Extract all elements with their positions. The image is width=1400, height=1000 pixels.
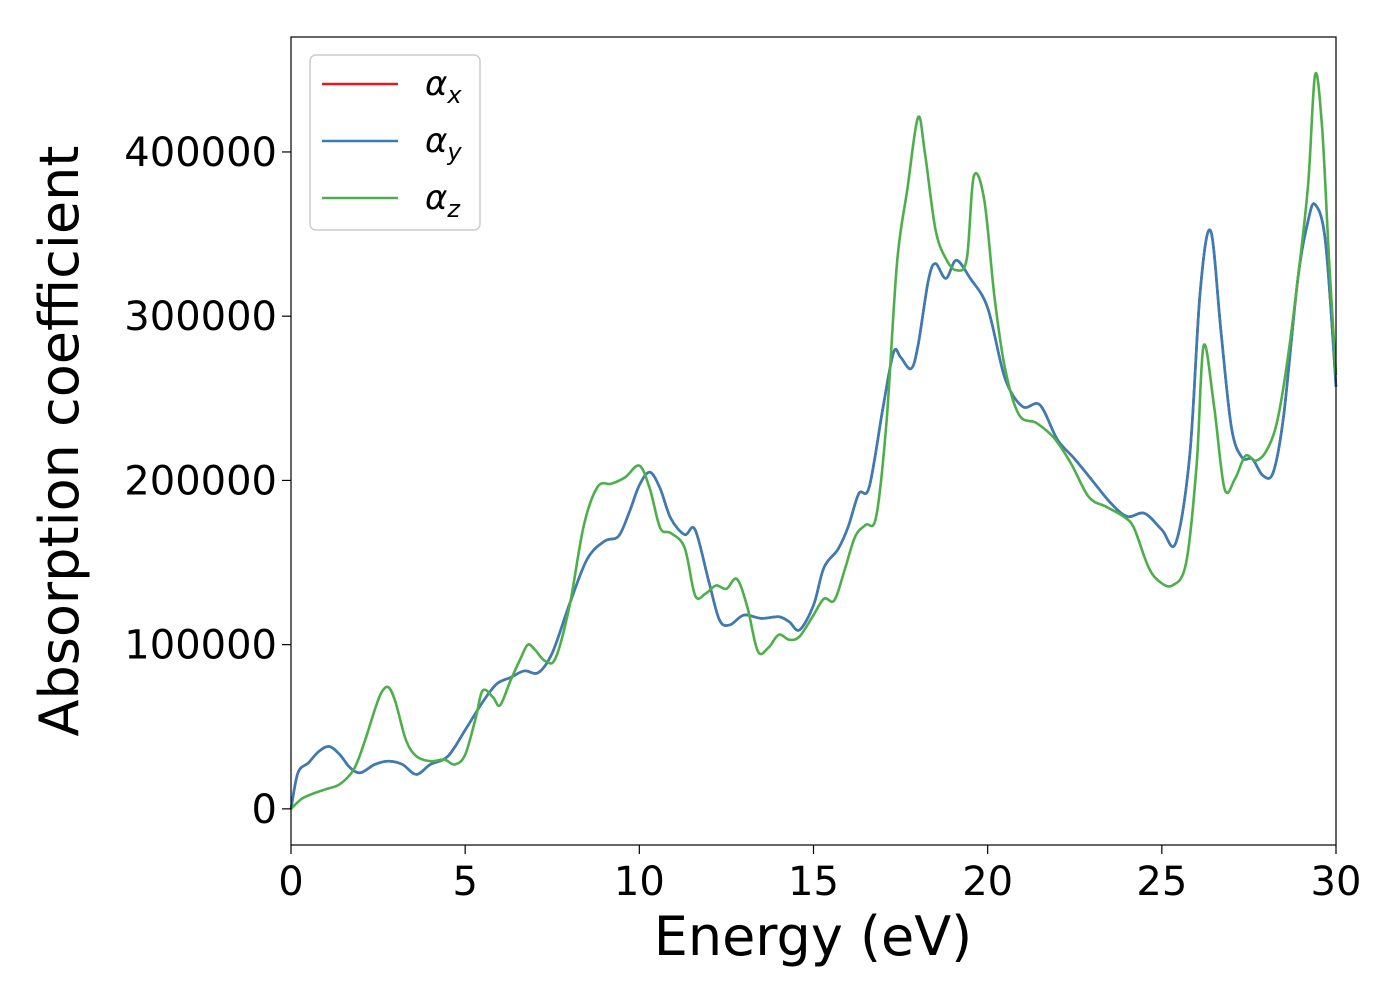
- y-axis: 0 100000 200000 300000 400000: [124, 130, 291, 833]
- series-line-y: [289, 202, 1338, 810]
- x-axis: 0 5 10 15 20 25 30: [278, 845, 1361, 905]
- x-tick-label: 20: [962, 859, 1013, 905]
- legend-label-x: αx: [425, 64, 462, 109]
- legend-box: [309, 54, 481, 231]
- legend-label-y: αy: [425, 121, 462, 166]
- series-line-x: [289, 202, 1338, 810]
- y-tick-label: 200000: [124, 458, 277, 504]
- y-axis-title: Absorption coefficient: [28, 146, 91, 737]
- x-tick-label: 10: [614, 859, 665, 905]
- x-tick-label: 5: [452, 859, 477, 905]
- x-axis-title: Energy (eV): [654, 905, 973, 968]
- x-tick-label: 30: [1311, 859, 1362, 905]
- y-tick-label: 400000: [124, 130, 277, 176]
- series-lines: [289, 71, 1338, 810]
- series-line-z: [290, 71, 1338, 810]
- x-tick-label: 0: [278, 859, 303, 905]
- y-tick-label: 0: [252, 787, 277, 833]
- y-tick-label: 100000: [124, 623, 277, 669]
- y-tick-label: 300000: [124, 294, 277, 340]
- x-tick-label: 15: [788, 859, 839, 905]
- x-tick-label: 25: [1136, 859, 1187, 905]
